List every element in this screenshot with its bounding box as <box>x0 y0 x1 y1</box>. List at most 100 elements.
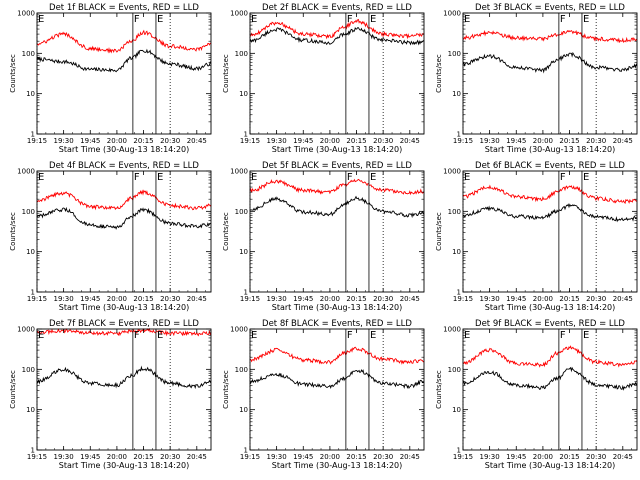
y-axis-label: Counts/sec <box>435 54 443 93</box>
plot-frame <box>36 170 212 293</box>
x-tick-label: 20:15 <box>133 453 153 461</box>
plot-frame <box>36 328 212 451</box>
y-tick-label: 1 <box>244 447 248 455</box>
y-tick-label: 1000 <box>230 168 248 176</box>
x-tick-label: 19:30 <box>267 137 287 145</box>
x-tick-label: 20:45 <box>613 453 633 461</box>
series-line-lld <box>249 346 425 365</box>
y-axis-label: Counts/sec <box>435 370 443 409</box>
series-line-events <box>462 51 638 74</box>
y-tick-label: 1000 <box>443 326 461 334</box>
x-tick-label: 20:45 <box>400 295 420 303</box>
plot-frame <box>462 170 638 293</box>
x-tick-label: 20:00 <box>320 295 340 303</box>
x-axis-label: Start Time (30-Aug-13 18:14:20) <box>485 145 616 154</box>
x-tick-label: 19:30 <box>54 295 74 303</box>
x-tick-label: 19:15 <box>453 137 473 145</box>
marker-label: F <box>347 172 353 183</box>
y-axis-label: Counts/sec <box>9 370 17 409</box>
y-tick-label: 10 <box>239 90 248 98</box>
marker-label: E <box>583 330 589 341</box>
y-tick-label: 1 <box>244 131 248 139</box>
series-line-events <box>462 203 637 223</box>
x-tick-label: 19:45 <box>293 295 313 303</box>
series-line-events <box>36 48 212 73</box>
marker-label: E <box>251 14 257 25</box>
y-axis-label: Counts/sec <box>9 212 17 251</box>
y-tick-label: 1000 <box>17 326 35 334</box>
x-tick-label: 20:15 <box>133 137 153 145</box>
y-tick-label: 1 <box>457 447 461 455</box>
x-tick-label: 19:30 <box>54 137 74 145</box>
y-axis-label: Counts/sec <box>435 212 443 251</box>
y-tick-label: 100 <box>448 50 461 58</box>
marker-label: E <box>464 330 470 341</box>
series-line-lld <box>249 178 425 196</box>
marker-label: E <box>38 14 44 25</box>
marker-label: F <box>347 330 353 341</box>
x-tick-label: 19:30 <box>267 295 287 303</box>
chart-title: Det 1f BLACK = Events, RED = LLD <box>49 3 199 13</box>
chart-title: Det 3f BLACK = Events, RED = LLD <box>475 3 625 13</box>
y-tick-label: 1000 <box>17 10 35 18</box>
plot-frame <box>462 328 638 451</box>
x-tick-label: 20:00 <box>533 453 553 461</box>
x-axis-label: Start Time (30-Aug-13 18:14:20) <box>272 303 403 312</box>
x-tick-label: 19:30 <box>480 453 500 461</box>
plot-panel-6: E F E 1 10 100 1000 19:15 19:30 19:45 20:00 20:15 20… <box>435 161 638 312</box>
y-axis-label: Counts/sec <box>222 212 230 251</box>
series-line-lld <box>462 29 638 44</box>
marker-label: E <box>157 172 163 183</box>
x-tick-label: 20:00 <box>107 295 127 303</box>
x-tick-label: 20:30 <box>586 295 606 303</box>
y-tick-label: 1000 <box>230 326 248 334</box>
series-line-events <box>36 365 212 390</box>
marker-label: E <box>370 330 376 341</box>
plot-frame <box>36 12 212 135</box>
x-tick-label: 20:30 <box>160 453 180 461</box>
x-tick-label: 20:45 <box>613 137 633 145</box>
x-axis-label: Start Time (30-Aug-13 18:14:20) <box>485 303 616 312</box>
x-tick-label: 20:15 <box>559 453 579 461</box>
marker-label: E <box>38 330 44 341</box>
marker-label: E <box>370 14 376 25</box>
x-axis-label: Start Time (30-Aug-13 18:14:20) <box>272 461 403 470</box>
x-tick-label: 19:45 <box>293 453 313 461</box>
series-line-lld <box>36 189 212 211</box>
y-tick-label: 10 <box>26 248 35 256</box>
plot-frame <box>462 12 638 135</box>
x-tick-label: 20:30 <box>373 295 393 303</box>
plot-panel-3: E F E 1 10 100 1000 19:15 19:30 19:45 20:00 20:15 20… <box>435 3 638 154</box>
marker-label: E <box>583 14 589 25</box>
x-tick-label: 19:15 <box>27 137 47 145</box>
x-tick-label: 20:30 <box>373 453 393 461</box>
y-tick-label: 1000 <box>17 168 35 176</box>
x-tick-label: 20:45 <box>400 137 420 145</box>
x-tick-label: 20:30 <box>160 295 180 303</box>
marker-label: F <box>134 14 140 25</box>
x-tick-label: 19:30 <box>54 453 74 461</box>
y-tick-label: 1 <box>31 131 35 139</box>
x-tick-label: 19:15 <box>27 453 47 461</box>
x-tick-label: 19:15 <box>27 295 47 303</box>
y-tick-label: 1 <box>244 289 248 297</box>
x-tick-label: 19:30 <box>480 137 500 145</box>
x-tick-label: 20:00 <box>320 137 340 145</box>
x-tick-label: 19:30 <box>480 295 500 303</box>
y-tick-label: 10 <box>452 90 461 98</box>
plot-panel-7: E F E 1 10 100 1000 19:15 19:30 19:45 20:00 20:15 20… <box>9 319 212 470</box>
x-tick-label: 20:00 <box>107 137 127 145</box>
x-tick-label: 20:00 <box>533 295 553 303</box>
plot-panel-5: E F E 1 10 100 1000 19:15 19:30 19:45 20:00 20:15 20… <box>222 161 425 312</box>
marker-label: E <box>464 172 470 183</box>
marker-label: E <box>464 14 470 25</box>
marker-label: F <box>560 14 566 25</box>
y-axis-label: Counts/sec <box>222 370 230 409</box>
marker-label: F <box>560 172 566 183</box>
x-tick-label: 20:15 <box>346 137 366 145</box>
x-tick-label: 20:00 <box>320 453 340 461</box>
plot-panel-4: E F E 1 10 100 1000 19:15 19:30 19:45 20:00 20:15 20… <box>9 161 212 312</box>
series-line-lld <box>462 184 638 205</box>
y-axis-label: Counts/sec <box>222 54 230 93</box>
x-tick-label: 20:45 <box>400 453 420 461</box>
